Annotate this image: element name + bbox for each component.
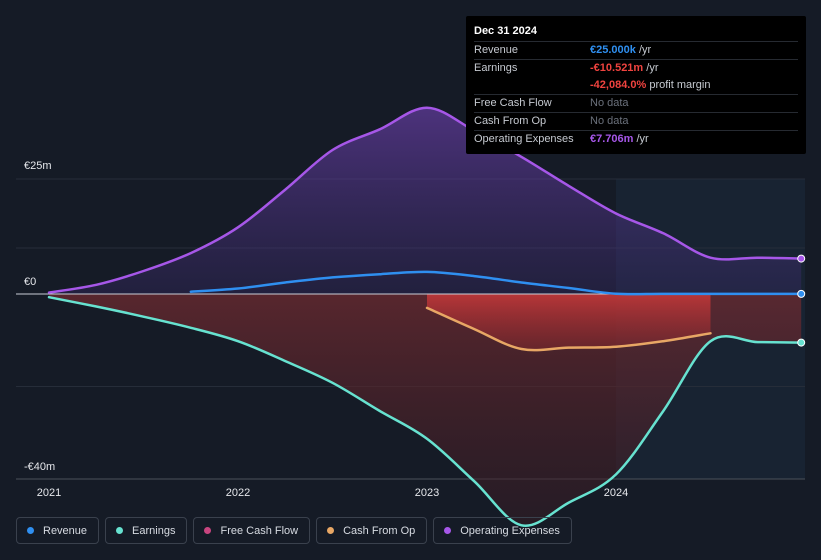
tooltip-value-number: €7.706m (590, 133, 634, 145)
series-lines (47, 106, 806, 527)
tooltip-value-number: -€10.521m (590, 62, 644, 74)
earnings-area (49, 294, 802, 526)
tooltip-rows: Revenue €25.000k /yr Earnings -€10.521m /yr… (474, 41, 798, 148)
chart-legend: Revenue Earnings Free Cash Flow Cash From O… (16, 517, 572, 544)
operating-expenses-end-marker (797, 254, 806, 263)
x-tick-label: 2024 (604, 487, 628, 499)
tooltip-row: Cash From Op No data (474, 112, 798, 130)
tooltip-row-label: Earnings (474, 62, 518, 74)
data-tooltip: Dec 31 2024 Revenue €25.000k /yr Earnings -… (466, 16, 806, 154)
legend-item[interactable]: Free Cash Flow (193, 517, 311, 544)
tooltip-value-unit: /yr (635, 44, 652, 56)
legend-dot-icon (327, 527, 335, 534)
tooltip-value-number: No data (590, 97, 629, 109)
tooltip-value-number: -42,084.0% (590, 79, 647, 91)
tooltip-row: -42,084.0% profit margin (474, 77, 798, 94)
legend-dot-icon (27, 527, 34, 534)
legend-item[interactable]: Revenue (16, 517, 100, 544)
tooltip-value-unit: /yr (643, 62, 659, 74)
tooltip-row-value: -42,084.0% profit margin (590, 77, 710, 94)
earnings-line (47, 295, 803, 527)
legend-label: Revenue (43, 524, 88, 537)
tooltip-row-value: No data (590, 113, 629, 130)
tooltip-row-value: €25.000k /yr (590, 42, 651, 59)
x-axis-ticks: 2021 2022 2023 2024 (37, 487, 628, 499)
tooltip-date: Dec 31 2024 (474, 25, 537, 37)
tooltip-value-number: €25.000k (590, 44, 636, 56)
tooltip-row-value: €7.706m /yr (590, 131, 649, 148)
legend-dot-icon (204, 527, 212, 534)
revenue-end-marker (797, 289, 806, 298)
earnings-end-marker (797, 338, 806, 347)
tooltip-row-label: Free Cash Flow (474, 97, 552, 109)
tooltip-row: Earnings -€10.521m /yr (474, 59, 798, 77)
tooltip-row-value: -€10.521m /yr (590, 60, 659, 77)
tooltip-value-unit: /yr (633, 133, 649, 145)
tooltip-row-label (474, 77, 590, 94)
tooltip-row-label: Cash From Op (474, 115, 547, 127)
revenue-line (189, 270, 803, 296)
x-tick-label: 2021 (37, 487, 61, 499)
tooltip-value-number: No data (590, 115, 629, 127)
x-tick-label: 2023 (415, 487, 439, 499)
y-axis-top-label: €25m (24, 160, 52, 172)
legend-label: Free Cash Flow (220, 524, 299, 537)
tooltip-row-value: No data (590, 95, 629, 112)
legend-item[interactable]: Earnings (105, 517, 188, 544)
legend-label: Operating Expenses (460, 524, 560, 537)
legend-label: Cash From Op (343, 524, 416, 537)
tooltip-row-label: Revenue (474, 44, 519, 56)
operating-expenses-line (47, 106, 803, 294)
tooltip-row-label: Operating Expenses (474, 133, 574, 145)
operating-expenses-area (49, 107, 802, 294)
x-tick-label: 2022 (226, 487, 250, 499)
cash-from-op-line (425, 306, 712, 352)
legend-dot-icon (116, 527, 124, 534)
cash-from-op-area (427, 294, 711, 351)
y-axis-bottom-label: -€40m (24, 461, 56, 473)
tooltip-value-unit: profit margin (646, 79, 711, 91)
tooltip-row: Free Cash Flow No data (474, 94, 798, 112)
legend-item[interactable]: Operating Expenses (433, 517, 572, 544)
tooltip-row: Revenue €25.000k /yr (474, 41, 798, 59)
legend-item[interactable]: Cash From Op (316, 517, 428, 544)
y-axis-zero-label: €0 (24, 276, 37, 288)
legend-dot-icon (444, 527, 452, 534)
legend-label: Earnings (132, 524, 176, 537)
tooltip-row: Operating Expenses €7.706m /yr (474, 130, 798, 148)
